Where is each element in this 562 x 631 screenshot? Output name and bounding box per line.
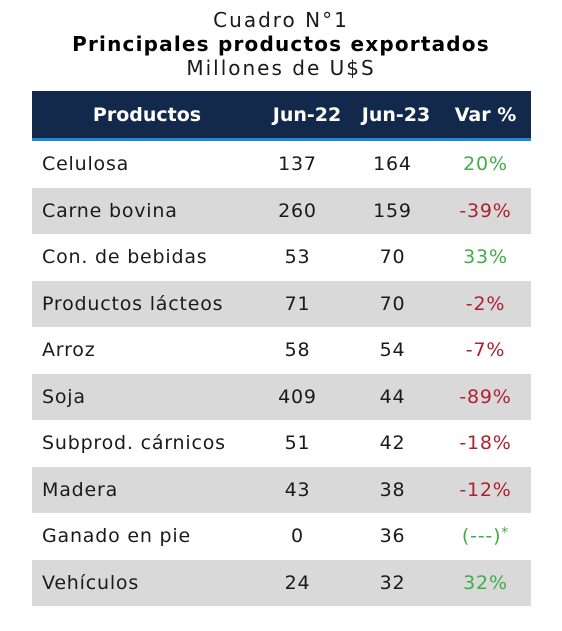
cell-var: 33% <box>440 246 531 268</box>
cell-jun23: 70 <box>379 292 406 315</box>
table-titles: Cuadro N°1 Principales productos exporta… <box>0 8 562 80</box>
cell-var-value: -2% <box>465 292 506 315</box>
cell-var: -39% <box>440 200 531 222</box>
table-row: Soja 409 44 -89% <box>32 373 531 420</box>
table-header: Productos Jun-22 Jun-23 Var % <box>32 91 531 141</box>
table-row: Subprod. cárnicos 51 42 -18% <box>32 420 531 467</box>
cell-producto: Celulosa <box>42 153 130 176</box>
cell-jun23: 54 <box>379 339 406 362</box>
cell-producto: Ganado en pie <box>42 525 191 548</box>
cell-jun22: 51 <box>284 432 311 455</box>
cell-var-value: -7% <box>465 339 506 362</box>
cell-var: -7% <box>440 339 531 361</box>
cell-var: -12% <box>440 479 531 501</box>
cell-jun22: 0 <box>291 525 304 548</box>
cell-jun22: 260 <box>278 199 317 222</box>
cell-var-value: 33% <box>463 246 508 269</box>
cell-jun22: 71 <box>284 292 311 315</box>
cell-jun23: 38 <box>379 478 406 501</box>
cell-jun23: 70 <box>379 246 406 269</box>
table-row: Arroz 58 54 -7% <box>32 327 531 374</box>
cell-var-value: (---) <box>461 525 502 548</box>
table-row: Celulosa 137 164 20% <box>32 141 531 188</box>
cell-producto: Vehículos <box>42 571 140 594</box>
header-jun23: Jun-23 <box>361 103 431 126</box>
table-unit: Millones de U$S <box>186 56 376 80</box>
header-productos: Productos <box>92 103 202 126</box>
table-row: Productos lácteos 71 70 -2% <box>32 280 531 327</box>
cell-var-value: -12% <box>459 478 512 501</box>
cell-var: 20% <box>440 153 531 175</box>
header-var: Var % <box>454 103 517 126</box>
cell-jun23: 44 <box>379 385 406 408</box>
cell-var-value: 32% <box>463 571 508 594</box>
cell-producto: Productos lácteos <box>42 292 224 315</box>
cell-jun23: 36 <box>379 525 406 548</box>
table-row: Ganado en pie 0 36 (---)* <box>32 513 531 560</box>
cell-var: -89% <box>440 386 531 408</box>
table-number: Cuadro N°1 <box>213 8 349 32</box>
cell-jun22: 53 <box>284 246 311 269</box>
footnote-marker: * <box>501 525 510 542</box>
table-row: Vehículos 24 32 32% <box>32 559 531 606</box>
cell-producto: Arroz <box>42 339 96 362</box>
cell-jun22: 24 <box>284 571 311 594</box>
table-row: Con. de bebidas 53 70 33% <box>32 234 531 281</box>
cell-producto: Carne bovina <box>42 199 178 222</box>
cell-jun22: 137 <box>278 153 317 176</box>
cell-jun23: 42 <box>379 432 406 455</box>
cell-jun22: 409 <box>278 385 317 408</box>
cell-jun22: 58 <box>284 339 311 362</box>
cell-var: -18% <box>440 432 531 454</box>
table-title: Principales productos exportados <box>72 32 490 56</box>
cell-jun23: 32 <box>379 571 406 594</box>
cell-producto: Con. de bebidas <box>42 246 208 269</box>
table-row: Madera 43 38 -12% <box>32 466 531 513</box>
cell-var-value: -89% <box>459 385 512 408</box>
cell-jun22: 43 <box>284 478 311 501</box>
cell-jun23: 164 <box>373 153 412 176</box>
cell-producto: Subprod. cárnicos <box>42 432 226 455</box>
cell-var-value: -39% <box>459 199 512 222</box>
cell-jun23: 159 <box>373 199 412 222</box>
header-jun22: Jun-22 <box>272 103 342 126</box>
cell-var-value: -18% <box>459 432 512 455</box>
cell-var: -2% <box>440 293 531 315</box>
cell-var: 32% <box>440 572 531 594</box>
table-row: Carne bovina 260 159 -39% <box>32 187 531 234</box>
cell-producto: Soja <box>42 385 86 408</box>
cell-producto: Madera <box>42 478 119 501</box>
table-body: Celulosa 137 164 20% Carne bovina 260 159 -39% C… <box>32 141 531 606</box>
cell-var: (---)* <box>440 525 531 547</box>
exports-table: Productos Jun-22 Jun-23 Var % Celulosa 13… <box>32 91 531 606</box>
cell-var-value: 20% <box>463 153 508 176</box>
